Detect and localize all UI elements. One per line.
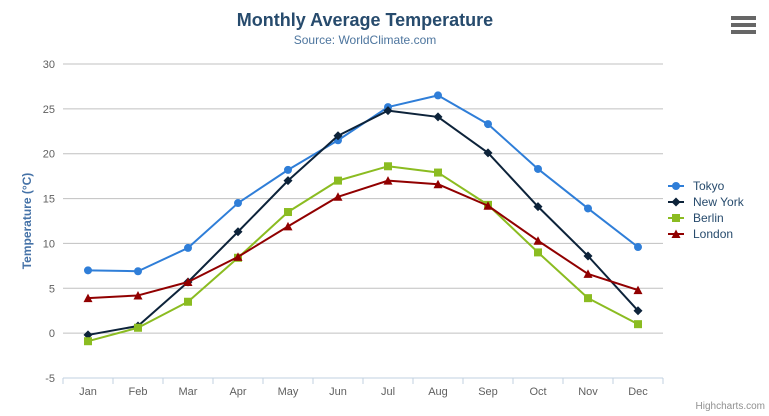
point-berlin-may[interactable] <box>284 208 292 217</box>
y-axis-label: 10 <box>43 238 55 250</box>
point-london-nov[interactable] <box>583 269 593 278</box>
point-tokyo-nov[interactable] <box>584 204 592 213</box>
point-tokyo-dec[interactable] <box>634 243 642 252</box>
y-axis-label: 15 <box>43 194 55 206</box>
legend-symbol <box>671 197 681 207</box>
point-new-york-apr[interactable] <box>233 227 243 237</box>
point-tokyo-mar[interactable] <box>184 243 192 252</box>
x-axis-label: Feb <box>129 386 148 398</box>
legend: Tokyo New York Berlin London <box>668 178 744 242</box>
point-new-york-sep[interactable] <box>483 148 493 158</box>
point-berlin-jan[interactable] <box>84 337 92 346</box>
legend-symbol <box>672 214 680 222</box>
series-line-london[interactable] <box>83 176 643 303</box>
legend-item-london[interactable]: London <box>668 226 744 242</box>
point-new-york-nov[interactable] <box>583 251 593 261</box>
legend-item-new-york[interactable]: New York <box>668 194 744 210</box>
legend-marker-square-icon <box>668 214 684 222</box>
export-menu-button[interactable] <box>731 15 756 37</box>
legend-symbol <box>672 182 680 190</box>
legend-item-berlin[interactable]: Berlin <box>668 210 744 226</box>
legend-item-label: Berlin <box>693 211 724 225</box>
point-berlin-mar[interactable] <box>184 297 192 306</box>
x-axis-label: Nov <box>578 386 598 398</box>
legend-symbol <box>671 229 681 238</box>
point-new-york-dec[interactable] <box>633 306 643 316</box>
x-axis-label: Jul <box>381 386 395 398</box>
point-london-oct[interactable] <box>533 236 543 245</box>
y-axis-label: 30 <box>43 59 55 71</box>
legend-marker-circle-icon <box>668 182 684 190</box>
series-path-tokyo <box>87 94 639 273</box>
legend-marker-diamond-icon <box>668 197 684 207</box>
x-axis-label: Jun <box>329 386 347 398</box>
point-london-may[interactable] <box>283 221 293 231</box>
point-london-jul[interactable] <box>383 176 393 185</box>
point-london-apr[interactable] <box>233 252 243 261</box>
point-tokyo-feb[interactable] <box>134 267 142 276</box>
point-new-york-jul[interactable] <box>383 106 393 116</box>
series-line-tokyo[interactable] <box>84 91 642 276</box>
credits-label[interactable]: Highcharts.com <box>695 401 765 412</box>
legend-item-tokyo[interactable]: Tokyo <box>668 178 744 194</box>
point-tokyo-aug[interactable] <box>434 91 442 100</box>
point-london-dec[interactable] <box>633 285 643 295</box>
x-axis-label: Dec <box>628 386 648 398</box>
hamburger-icon <box>731 16 756 34</box>
point-tokyo-oct[interactable] <box>534 164 542 173</box>
x-axis-label: Oct <box>529 386 546 398</box>
chart-subtitle: Source: WorldClimate.com <box>293 33 437 47</box>
legend-marker-triangle-icon <box>668 229 684 238</box>
point-berlin-aug[interactable] <box>434 168 442 177</box>
y-axis-title: Temperature (°C) <box>20 172 34 270</box>
legend-item-label: New York <box>693 195 744 209</box>
series-path-berlin <box>87 165 639 343</box>
point-london-sep[interactable] <box>483 201 493 210</box>
x-axis-label: May <box>278 386 299 398</box>
x-axis-label: Jan <box>79 386 97 398</box>
chart-title: Monthly Average Temperature <box>236 10 494 30</box>
point-london-jun[interactable] <box>333 192 343 201</box>
point-tokyo-apr[interactable] <box>234 199 242 208</box>
point-london-aug[interactable] <box>433 179 443 189</box>
legend-item-label: Tokyo <box>693 179 725 193</box>
x-axis-label: Apr <box>229 386 246 398</box>
y-axis-label: 5 <box>49 283 55 295</box>
point-new-york-jan[interactable] <box>83 330 93 340</box>
point-berlin-dec[interactable] <box>634 320 642 329</box>
legend-item-label: London <box>693 227 734 241</box>
point-berlin-nov[interactable] <box>584 294 592 303</box>
point-berlin-feb[interactable] <box>134 323 142 332</box>
point-berlin-jun[interactable] <box>334 176 342 185</box>
point-new-york-oct[interactable] <box>533 202 543 212</box>
point-london-jan[interactable] <box>83 293 93 303</box>
point-berlin-jul[interactable] <box>384 162 392 171</box>
series-line-new-york[interactable] <box>83 106 643 340</box>
point-tokyo-sep[interactable] <box>484 120 492 129</box>
point-new-york-aug[interactable] <box>433 112 443 122</box>
x-axis-label: Aug <box>428 386 448 398</box>
point-new-york-jun[interactable] <box>333 131 343 141</box>
x-axis-label: Mar <box>179 386 198 398</box>
point-london-feb[interactable] <box>133 290 143 300</box>
y-axis-label: 0 <box>49 328 55 340</box>
point-london-mar[interactable] <box>183 277 193 287</box>
y-axis-label: 25 <box>43 104 55 116</box>
point-tokyo-jan[interactable] <box>84 266 92 275</box>
series-path-new-york <box>87 109 639 336</box>
series-path-london <box>87 179 639 300</box>
x-axis-label: Sep <box>478 386 498 398</box>
y-axis-label: 20 <box>43 149 55 161</box>
y-axis-label: -5 <box>45 373 55 385</box>
point-berlin-oct[interactable] <box>534 248 542 257</box>
point-tokyo-may[interactable] <box>284 165 292 174</box>
point-new-york-may[interactable] <box>283 176 293 186</box>
